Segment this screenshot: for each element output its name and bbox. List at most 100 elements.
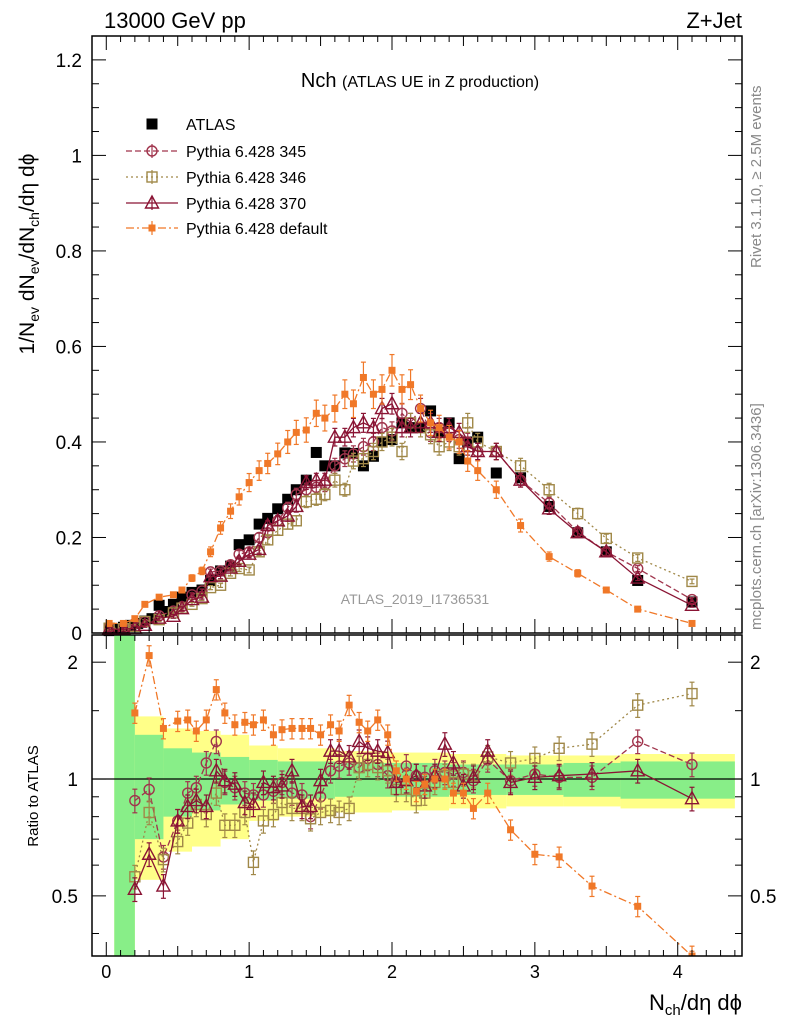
data-point	[321, 414, 329, 422]
data-point	[602, 586, 610, 594]
data-point	[267, 808, 280, 821]
data-point	[396, 445, 408, 458]
data-point	[376, 436, 388, 448]
data-point	[327, 428, 343, 443]
y-tick-label-right: 2	[750, 653, 761, 674]
data-point	[169, 591, 177, 599]
data-point	[312, 772, 329, 787]
data-point	[153, 599, 165, 611]
series-line	[134, 655, 693, 956]
data-point	[470, 443, 486, 458]
data-point	[157, 853, 170, 866]
data-point	[219, 819, 231, 831]
data-point	[307, 724, 315, 732]
y-tick-label: 0.2	[56, 528, 82, 549]
data-point	[360, 739, 376, 754]
data-point	[512, 471, 529, 486]
data-point	[188, 574, 196, 582]
legend-marker	[144, 194, 160, 209]
data-point	[227, 507, 235, 515]
y-tick-label: 1	[71, 146, 82, 167]
main-panel: ATLAS_2019_I1736531 Nch (ATLAS UE in Z pr…	[56, 35, 743, 645]
data-point	[231, 552, 247, 568]
data-point	[212, 686, 220, 694]
data-point	[317, 731, 325, 739]
data-point	[217, 772, 233, 787]
data-point	[178, 586, 186, 594]
data-point	[312, 409, 320, 417]
data-point	[378, 385, 386, 393]
data-point	[143, 806, 155, 819]
data-point	[284, 762, 300, 777]
data-point	[388, 773, 404, 789]
data-point	[260, 517, 276, 532]
data-point	[255, 467, 263, 475]
data-point	[257, 815, 270, 827]
data-point	[302, 797, 319, 813]
data-point	[270, 512, 286, 527]
data-point	[464, 457, 472, 465]
data-point	[131, 709, 139, 717]
data-point	[198, 567, 206, 575]
data-point	[462, 417, 474, 429]
data-point	[202, 716, 210, 724]
data-point	[492, 486, 500, 494]
data-point	[684, 596, 700, 611]
data-point	[686, 758, 698, 771]
data-point	[441, 775, 449, 783]
data-point	[374, 400, 390, 415]
data-point	[310, 446, 322, 458]
data-point	[490, 467, 502, 479]
legend-label: Pythia 6.428 default	[186, 221, 328, 238]
legend-marker	[146, 118, 158, 130]
data-point	[278, 726, 286, 734]
data-point	[382, 765, 394, 777]
y-axis-title-ratio: Ratio to ATLAS	[25, 745, 42, 846]
data-point	[445, 433, 453, 441]
data-point	[686, 575, 698, 588]
data-point	[227, 775, 243, 790]
data-point	[634, 605, 642, 613]
data-point	[402, 775, 410, 783]
data-point	[217, 524, 225, 532]
data-point	[588, 882, 596, 890]
data-point	[264, 459, 272, 467]
data-point	[298, 474, 314, 489]
band-inner-segment	[114, 635, 135, 956]
data-point	[545, 553, 553, 561]
data-point	[584, 765, 600, 780]
data-point	[165, 607, 182, 622]
data-point	[143, 783, 155, 796]
series-pythia-6-428-default	[105, 353, 696, 627]
data-point	[586, 738, 598, 750]
data-point	[105, 619, 113, 627]
data-point	[357, 452, 370, 465]
y-tick-label: 1.2	[56, 51, 82, 72]
data-point	[339, 452, 351, 465]
data-point	[455, 438, 463, 446]
data-point	[205, 574, 217, 586]
y-tick-label: 2	[67, 653, 78, 674]
data-point	[402, 419, 419, 434]
data-point	[345, 419, 362, 434]
data-point	[349, 400, 357, 408]
data-point	[141, 600, 149, 608]
data-point	[598, 543, 614, 558]
data-point	[417, 405, 425, 413]
data-point	[347, 455, 360, 467]
data-point	[282, 493, 294, 505]
plot-title: Nch (ATLAS UE in Z production)	[301, 70, 539, 92]
data-point	[284, 438, 292, 446]
data-point	[514, 460, 527, 472]
data-point	[200, 757, 212, 769]
data-point	[319, 488, 331, 501]
y-tick-label-right: 1	[750, 770, 761, 791]
data-point	[449, 789, 457, 797]
data-point	[174, 717, 182, 725]
legend-marker	[146, 171, 158, 183]
data-point	[459, 789, 467, 797]
data-point	[127, 880, 143, 895]
data-point	[231, 721, 239, 729]
data-point	[541, 500, 557, 515]
legend-marker	[148, 224, 156, 232]
